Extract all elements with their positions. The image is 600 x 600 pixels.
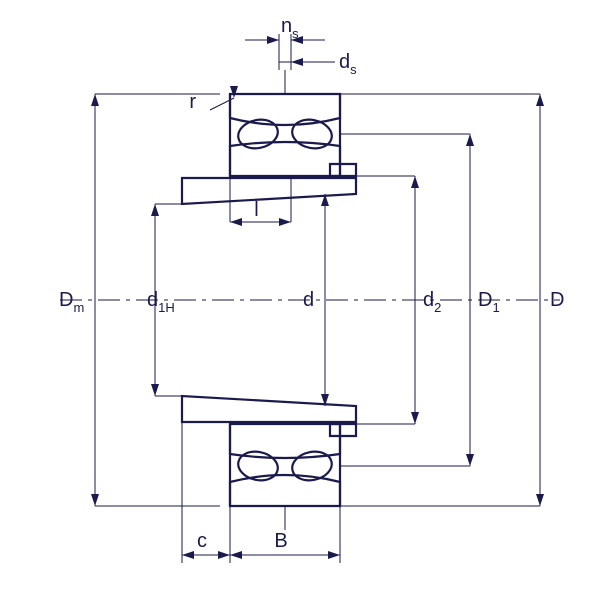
label-ns: ns [281,15,299,41]
label-d1H: d1H [147,289,175,315]
label-D: D [550,289,564,311]
label-d2: d2 [423,289,441,315]
label-B: B [274,530,287,552]
bearing-cross-section-diagram: nsdsrlDmd1Hdd2D1DcB [0,0,600,600]
label-D1: D1 [478,289,500,315]
label-c: c [197,530,207,552]
label-d: d [303,289,314,311]
label-l: l [254,199,258,221]
label-Dm: Dm [59,289,84,315]
label-ds: ds [339,51,357,77]
